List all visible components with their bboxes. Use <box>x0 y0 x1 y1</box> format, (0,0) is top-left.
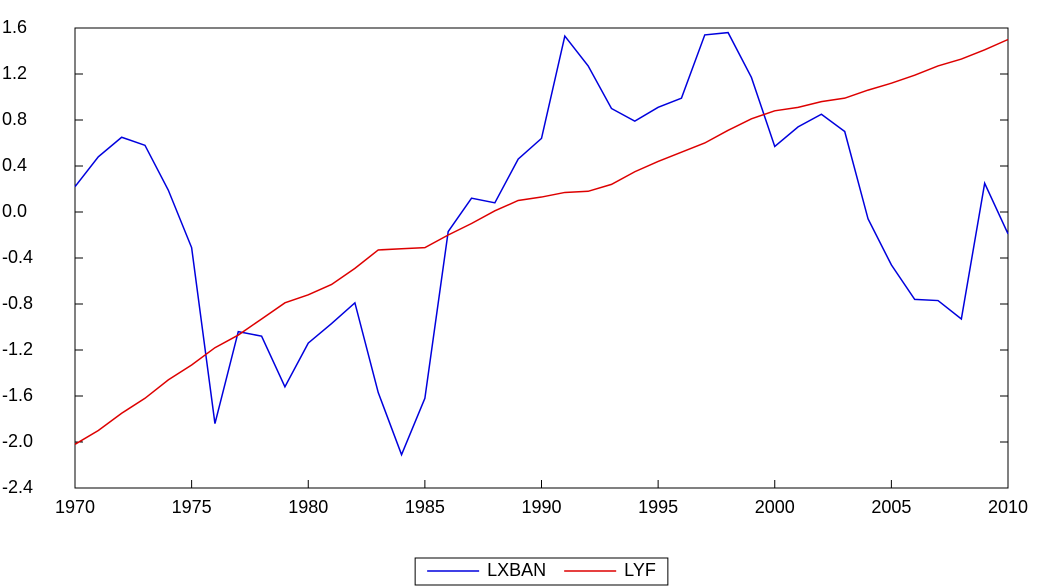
series-line <box>74 38 1009 445</box>
y-tick-label: 0.4 <box>2 155 27 175</box>
legend-label: LYF <box>624 560 656 580</box>
y-tick-label: -1.6 <box>2 385 33 405</box>
x-tick-label: 1975 <box>172 497 212 517</box>
y-tick-label: -2.4 <box>2 477 33 497</box>
x-tick-label: 1980 <box>288 497 328 517</box>
x-tick-label: 1995 <box>638 497 678 517</box>
x-tick-label: 1985 <box>405 497 445 517</box>
y-tick-label: -0.8 <box>2 293 33 313</box>
y-tick-label: 0.8 <box>2 109 27 129</box>
series-line <box>74 31 1009 457</box>
x-tick-label: 1970 <box>55 497 95 517</box>
y-tick-label: 1.2 <box>2 63 27 83</box>
y-tick-label: -1.2 <box>2 339 33 359</box>
x-tick-label: 2005 <box>871 497 911 517</box>
x-tick-label: 2010 <box>988 497 1028 517</box>
x-tick-label: 1990 <box>521 497 561 517</box>
y-tick-label: 0.0 <box>2 201 27 221</box>
legend-label: LXBAN <box>487 560 546 580</box>
y-tick-label: -0.4 <box>2 247 33 267</box>
y-tick-label: -2.0 <box>2 431 33 451</box>
x-tick-label: 2000 <box>755 497 795 517</box>
y-tick-label: 1.6 <box>2 17 27 37</box>
